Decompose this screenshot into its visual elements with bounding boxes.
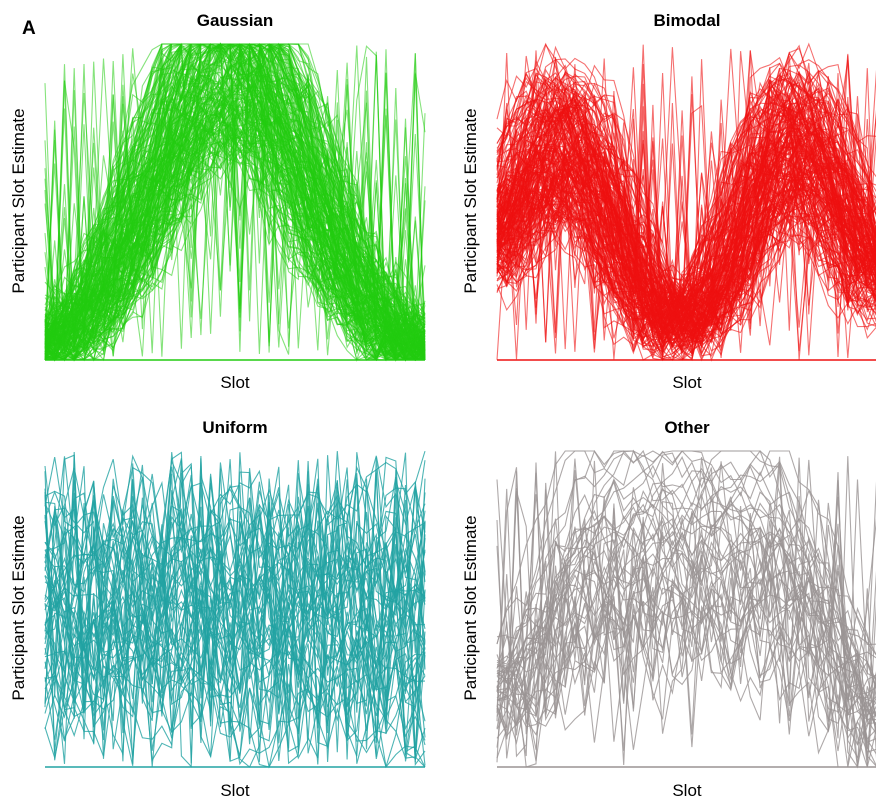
series-line-other-41 bbox=[496, 456, 876, 762]
series-line-other-2 bbox=[496, 450, 876, 735]
chart-title-uniform: Uniform bbox=[202, 418, 267, 437]
series-line-gaussian-215 bbox=[44, 43, 426, 361]
series-line-bimodal-186 bbox=[496, 56, 876, 336]
panel-letter: A bbox=[22, 18, 36, 39]
series-line-bimodal-199 bbox=[496, 99, 876, 321]
series-line-bimodal-163 bbox=[496, 126, 876, 353]
series-line-uniform-30 bbox=[44, 458, 426, 763]
chart-panel-bimodal: Bimodal Slot Participant Slot Estimate bbox=[461, 11, 876, 392]
series-line-bimodal-192 bbox=[496, 167, 876, 344]
y-axis-label-gaussian: Participant Slot Estimate bbox=[9, 108, 28, 293]
series-line-gaussian-219 bbox=[44, 42, 426, 359]
series-line-gaussian-194 bbox=[44, 59, 426, 361]
series-line-bimodal-193 bbox=[496, 55, 876, 333]
chart-title-bimodal: Bimodal bbox=[653, 11, 720, 30]
plot-area-gaussian bbox=[44, 41, 426, 362]
y-axis-label-uniform: Participant Slot Estimate bbox=[9, 515, 28, 700]
series-line-uniform-49 bbox=[44, 619, 426, 768]
series-line-bimodal-162 bbox=[496, 47, 876, 320]
series-line-gaussian-214 bbox=[44, 59, 425, 361]
series-line-uniform-51 bbox=[44, 466, 426, 765]
series-line-other-39 bbox=[496, 459, 876, 735]
series-line-bimodal-197 bbox=[496, 51, 876, 335]
series-line-uniform-43 bbox=[44, 625, 426, 769]
series-line-other-28 bbox=[496, 464, 876, 711]
series-line-other-37 bbox=[496, 458, 876, 746]
series-line-gaussian-198 bbox=[44, 84, 426, 361]
plot-area-uniform bbox=[44, 450, 426, 769]
series-line-other-26 bbox=[496, 515, 876, 702]
series-line-other-34 bbox=[496, 566, 876, 731]
series-line-other-30 bbox=[496, 449, 876, 679]
series-line-other-38 bbox=[496, 449, 876, 721]
series-line-bimodal-131 bbox=[496, 169, 876, 361]
series-line-gaussian-197 bbox=[44, 136, 425, 361]
series-line-gaussian-202 bbox=[44, 43, 426, 354]
x-axis-label-other: Slot bbox=[672, 781, 702, 800]
y-axis-label-bimodal: Participant Slot Estimate bbox=[461, 108, 480, 293]
series-line-other-36 bbox=[496, 503, 876, 695]
series-line-gaussian-186 bbox=[44, 43, 426, 358]
series-line-gaussian-205 bbox=[44, 100, 426, 361]
series-line-bimodal-144 bbox=[496, 103, 876, 338]
series-line-bimodal-157 bbox=[496, 67, 876, 330]
series-line-other-20 bbox=[496, 470, 876, 721]
x-axis-label-gaussian: Slot bbox=[220, 373, 250, 392]
series-line-other-40 bbox=[496, 477, 876, 717]
series-line-uniform-54 bbox=[44, 458, 426, 757]
series-line-other-33 bbox=[496, 472, 876, 769]
series-line-gaussian-218 bbox=[44, 43, 426, 362]
chart-panel-other: Other Slot Participant Slot Estimate bbox=[461, 418, 876, 800]
y-axis-label-other: Participant Slot Estimate bbox=[461, 515, 480, 700]
chart-panel-uniform: Uniform Slot Participant Slot Estimate bbox=[9, 418, 426, 800]
chart-panel-gaussian: Gaussian Slot Participant Slot Estimate bbox=[9, 11, 426, 392]
x-axis-label-uniform: Slot bbox=[220, 781, 250, 800]
series-line-gaussian-213 bbox=[44, 109, 426, 355]
series-line-other-32 bbox=[496, 510, 876, 718]
series-line-uniform-53 bbox=[44, 507, 426, 690]
series-line-uniform-37 bbox=[44, 578, 426, 708]
series-line-uniform-41 bbox=[44, 461, 426, 599]
series-line-gaussian-209 bbox=[44, 43, 426, 361]
series-line-other-42 bbox=[496, 525, 876, 728]
series-line-bimodal-194 bbox=[496, 58, 876, 318]
plot-area-other bbox=[496, 449, 876, 769]
series-line-bimodal-195 bbox=[496, 163, 876, 334]
plot-area-bimodal bbox=[496, 42, 876, 362]
series-line-other-35 bbox=[496, 506, 876, 768]
series-line-gaussian-169 bbox=[44, 43, 426, 362]
series-line-other-43 bbox=[496, 518, 876, 709]
series-line-bimodal-179 bbox=[496, 130, 876, 334]
chart-title-gaussian: Gaussian bbox=[197, 11, 274, 30]
series-line-other-44 bbox=[496, 488, 876, 689]
series-line-gaussian-212 bbox=[44, 45, 426, 361]
series-line-other-13 bbox=[496, 512, 876, 768]
chart-title-other: Other bbox=[664, 418, 710, 437]
x-axis-label-bimodal: Slot bbox=[672, 373, 702, 392]
series-line-bimodal-185 bbox=[496, 96, 876, 348]
